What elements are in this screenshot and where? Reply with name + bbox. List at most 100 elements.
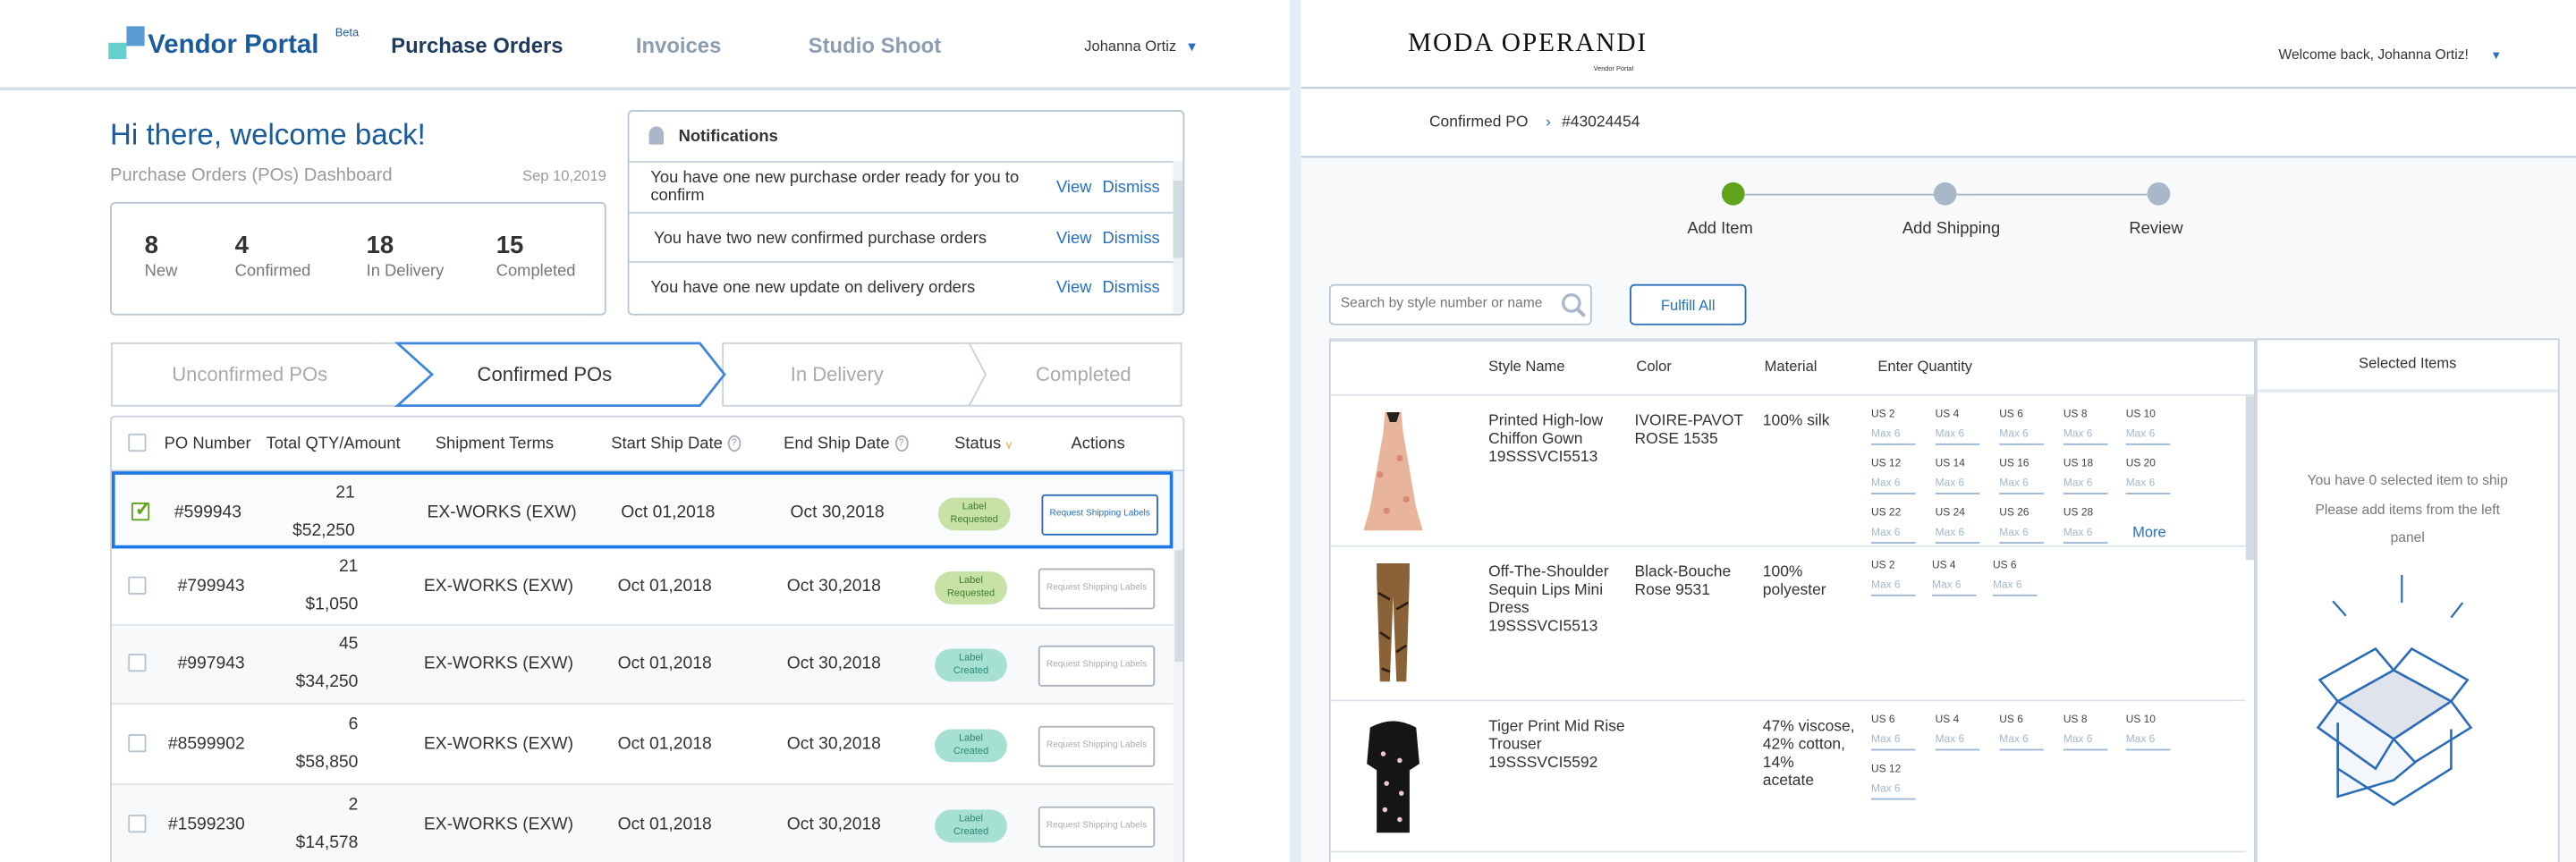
size-label: US 2 bbox=[1871, 409, 1895, 421]
search-input[interactable] bbox=[1340, 293, 1555, 311]
table-row[interactable]: ✓ #599943 21 $52,250 EX-WORKS (EXW) Oct 01,20… bbox=[111, 471, 1174, 549]
user-menu[interactable]: Johanna Ortiz ▼ bbox=[1084, 38, 1199, 54]
dismiss-link[interactable]: Dismiss bbox=[1102, 179, 1160, 198]
table-row[interactable]: #997943 45 $34,250 EX-WORKS (EXW) Oct 01,201… bbox=[111, 625, 1174, 705]
header-divider bbox=[1301, 87, 2576, 89]
size-quantity-input[interactable]: US 14 Max 6 bbox=[1935, 458, 1981, 494]
col-end-ship-date[interactable]: End Ship Date? bbox=[784, 435, 908, 453]
row-checkbox[interactable]: ✓ bbox=[131, 498, 151, 521]
scrollbar-thumb[interactable] bbox=[1173, 181, 1183, 258]
size-quantity-input[interactable]: US 24 Max 6 bbox=[1935, 508, 1981, 544]
status-line1: Label bbox=[959, 576, 983, 587]
size-quantity-input[interactable]: US 10 Max 6 bbox=[2125, 409, 2172, 445]
size-quantity-input[interactable]: US 8 Max 6 bbox=[2063, 409, 2109, 445]
size-quantity-input[interactable]: US 4 Max 6 bbox=[1935, 409, 1981, 445]
fulfill-all-button[interactable]: Fulfill All bbox=[1630, 283, 1747, 325]
request-shipping-labels-button[interactable]: Request Shipping Labels bbox=[1038, 725, 1156, 767]
row-checkbox[interactable] bbox=[128, 576, 147, 595]
open-box-icon bbox=[2316, 574, 2473, 807]
table-scrollbar[interactable] bbox=[1173, 471, 1183, 862]
nav-purchase-orders[interactable]: Purchase Orders bbox=[391, 32, 564, 58]
style-name-line: 19SSSVCI5592 bbox=[1488, 754, 1598, 773]
breadcrumb-confirmed-po[interactable]: Confirmed PO bbox=[1428, 113, 1529, 131]
stat-confirmed-label: Confirmed bbox=[234, 262, 311, 282]
row-checkbox[interactable] bbox=[128, 734, 147, 753]
size-quantity-input[interactable]: US 8 Max 6 bbox=[2063, 714, 2109, 751]
quantity-placeholder: Max 6 bbox=[2063, 734, 2108, 751]
size-quantity-input[interactable]: US 2 Max 6 bbox=[1871, 560, 1917, 596]
size-quantity-input[interactable]: US 6 Max 6 bbox=[1871, 714, 1917, 751]
scrollbar-thumb[interactable] bbox=[1174, 550, 1183, 663]
view-link[interactable]: View bbox=[1056, 230, 1092, 249]
user-name: Johanna Ortiz bbox=[1084, 38, 1177, 55]
size-quantity-input[interactable]: US 12 Max 6 bbox=[1871, 458, 1917, 494]
product-image-dress-black[interactable] bbox=[1360, 714, 1426, 848]
size-quantity-input[interactable]: US 16 Max 6 bbox=[1999, 458, 2045, 494]
dismiss-link[interactable]: Dismiss bbox=[1102, 230, 1160, 249]
size-quantity-input[interactable]: US 6 Max 6 bbox=[1992, 560, 2038, 596]
size-quantity-input[interactable]: US 10 Max 6 bbox=[2125, 714, 2172, 751]
row-checkbox[interactable] bbox=[128, 654, 147, 672]
product-image-dress-pink[interactable] bbox=[1360, 409, 1426, 542]
row-checkbox[interactable] bbox=[128, 815, 147, 833]
stat-new-label: New bbox=[144, 262, 178, 282]
request-shipping-labels-button[interactable]: Request Shipping Labels bbox=[1038, 568, 1156, 610]
chevron-right-icon: › bbox=[1546, 113, 1551, 131]
table-row[interactable]: #799943 21 $1,050 EX-WORKS (EXW) Oct 01,2018… bbox=[111, 548, 1174, 626]
nav-invoices[interactable]: Invoices bbox=[635, 32, 722, 58]
dismiss-link[interactable]: Dismiss bbox=[1102, 279, 1160, 298]
scrollbar-thumb[interactable] bbox=[2245, 395, 2254, 561]
help-icon[interactable]: ? bbox=[727, 435, 741, 452]
end-ship-date: Oct 30,2018 bbox=[786, 734, 881, 755]
size-quantity-input[interactable]: US 28 Max 6 bbox=[2063, 508, 2109, 544]
po-number[interactable]: #799943 bbox=[177, 576, 245, 596]
request-shipping-labels-button[interactable]: Request Shipping Labels bbox=[1038, 806, 1156, 848]
tab-unconfirmed-pos[interactable]: Unconfirmed POs bbox=[172, 362, 328, 386]
search-icon[interactable] bbox=[1561, 292, 1587, 318]
more-sizes-link[interactable]: More bbox=[2132, 523, 2166, 541]
po-number[interactable]: #997943 bbox=[177, 654, 245, 674]
size-quantity-input[interactable]: US 4 Max 6 bbox=[1935, 714, 1981, 751]
view-link[interactable]: View bbox=[1056, 279, 1092, 298]
step-review-label: Review bbox=[2129, 220, 2183, 239]
moda-logo[interactable]: MODA OPERANDI Vendor Portal bbox=[1408, 30, 1671, 79]
size-quantity-input[interactable]: US 22 Max 6 bbox=[1871, 508, 1917, 544]
size-quantity-input[interactable]: US 12 Max 6 bbox=[1871, 764, 1917, 800]
tab-in-delivery[interactable]: In Delivery bbox=[790, 362, 884, 386]
help-icon[interactable]: ? bbox=[894, 435, 908, 452]
stat-confirmed-value: 4 bbox=[234, 231, 249, 260]
size-quantity-input[interactable]: US 6 Max 6 bbox=[1999, 409, 2045, 445]
size-quantity-input[interactable]: US 26 Max 6 bbox=[1999, 508, 2045, 544]
size-quantity-input[interactable]: US 2 Max 6 bbox=[1871, 409, 1917, 445]
po-number[interactable]: #1599230 bbox=[167, 815, 245, 835]
col-status[interactable]: Status v bbox=[954, 435, 1012, 453]
product-image-trousers-print[interactable] bbox=[1360, 560, 1426, 693]
style-name-line: Sequin Lips Mini bbox=[1488, 581, 1604, 600]
select-all-checkbox[interactable] bbox=[128, 433, 147, 452]
view-link[interactable]: View bbox=[1056, 179, 1092, 198]
nav-studio-shoot[interactable]: Studio Shoot bbox=[808, 32, 942, 58]
notifications-scrollbar[interactable] bbox=[1173, 160, 1183, 314]
table-row[interactable]: #8599902 6 $58,850 EX-WORKS (EXW) Oct 01,201… bbox=[111, 704, 1174, 785]
products-scrollbar[interactable] bbox=[2245, 395, 2254, 862]
style-name-line: 19SSSVCI5513 bbox=[1488, 617, 1598, 636]
size-quantity-input[interactable]: US 4 Max 6 bbox=[1931, 560, 1978, 596]
welcome-user-menu[interactable]: Welcome back, Johanna Ortiz! ▼ bbox=[2279, 46, 2503, 62]
po-number[interactable]: #8599902 bbox=[167, 734, 245, 755]
size-quantity-input[interactable]: US 18 Max 6 bbox=[2063, 458, 2109, 494]
quantity-placeholder: Max 6 bbox=[2063, 528, 2108, 544]
col-start-ship-date[interactable]: Start Ship Date? bbox=[611, 435, 741, 453]
quantity-placeholder: Max 6 bbox=[2125, 477, 2171, 494]
logo[interactable]: Vendor Portal Beta bbox=[108, 26, 371, 62]
request-shipping-labels-button[interactable]: Request Shipping Labels bbox=[1041, 494, 1158, 536]
tab-completed[interactable]: Completed bbox=[1036, 362, 1131, 386]
tab-confirmed-pos[interactable]: Confirmed POs bbox=[477, 362, 613, 386]
size-quantity-input[interactable]: US 20 Max 6 bbox=[2125, 458, 2172, 494]
po-number[interactable]: #599943 bbox=[174, 503, 242, 523]
total-qty: 45 bbox=[338, 633, 359, 655]
size-quantity-input[interactable]: US 6 Max 6 bbox=[1999, 714, 2045, 751]
request-shipping-labels-button[interactable]: Request Shipping Labels bbox=[1038, 645, 1156, 687]
material-line: 100% bbox=[1762, 562, 1803, 582]
table-row[interactable]: #1599230 2 $14,578 EX-WORKS (EXW) Oct 01,201… bbox=[111, 784, 1174, 862]
col-shipment-terms: Shipment Terms bbox=[435, 435, 555, 453]
